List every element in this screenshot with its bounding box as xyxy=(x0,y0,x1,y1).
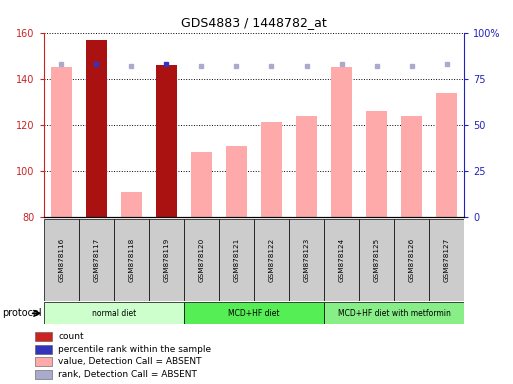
Text: MCD+HF diet: MCD+HF diet xyxy=(228,309,280,318)
Text: GSM878121: GSM878121 xyxy=(233,238,240,282)
Text: GSM878124: GSM878124 xyxy=(339,238,345,282)
Text: GSM878118: GSM878118 xyxy=(128,238,134,282)
Bar xyxy=(401,116,422,217)
Text: GSM878127: GSM878127 xyxy=(444,238,450,282)
Bar xyxy=(44,302,184,324)
Bar xyxy=(436,93,457,217)
Bar xyxy=(51,67,72,217)
Bar xyxy=(44,219,78,301)
Bar xyxy=(184,302,324,324)
Bar xyxy=(324,219,359,301)
Text: GSM878120: GSM878120 xyxy=(199,238,204,282)
Bar xyxy=(35,345,51,354)
Text: percentile rank within the sample: percentile rank within the sample xyxy=(58,345,211,354)
Title: GDS4883 / 1448782_at: GDS4883 / 1448782_at xyxy=(181,16,327,29)
Bar xyxy=(114,219,149,301)
Text: value, Detection Call = ABSENT: value, Detection Call = ABSENT xyxy=(58,357,202,366)
Bar xyxy=(35,370,51,379)
Bar xyxy=(121,192,142,217)
Bar xyxy=(296,116,317,217)
Text: protocol: protocol xyxy=(3,308,42,318)
Bar xyxy=(324,302,464,324)
Bar xyxy=(429,219,464,301)
Text: GSM878125: GSM878125 xyxy=(373,238,380,282)
Text: GSM878123: GSM878123 xyxy=(304,238,309,282)
Bar xyxy=(78,219,114,301)
Bar xyxy=(86,40,107,217)
Bar xyxy=(191,152,212,217)
Bar xyxy=(366,111,387,217)
Text: GSM878126: GSM878126 xyxy=(409,238,415,282)
Bar xyxy=(184,219,219,301)
Text: MCD+HF diet with metformin: MCD+HF diet with metformin xyxy=(338,309,450,318)
Text: count: count xyxy=(58,332,84,341)
Text: GSM878119: GSM878119 xyxy=(163,238,169,282)
Text: GSM878117: GSM878117 xyxy=(93,238,99,282)
Bar xyxy=(359,219,394,301)
Bar xyxy=(35,332,51,341)
Bar xyxy=(35,357,51,366)
Bar xyxy=(226,146,247,217)
Bar xyxy=(331,67,352,217)
Text: GSM878122: GSM878122 xyxy=(268,238,274,282)
Bar xyxy=(149,219,184,301)
Text: normal diet: normal diet xyxy=(92,309,136,318)
Bar xyxy=(261,122,282,217)
Bar xyxy=(156,65,177,217)
Bar xyxy=(254,219,289,301)
Bar xyxy=(219,219,254,301)
Text: GSM878116: GSM878116 xyxy=(58,238,64,282)
Bar xyxy=(394,219,429,301)
Text: rank, Detection Call = ABSENT: rank, Detection Call = ABSENT xyxy=(58,370,198,379)
Bar xyxy=(289,219,324,301)
